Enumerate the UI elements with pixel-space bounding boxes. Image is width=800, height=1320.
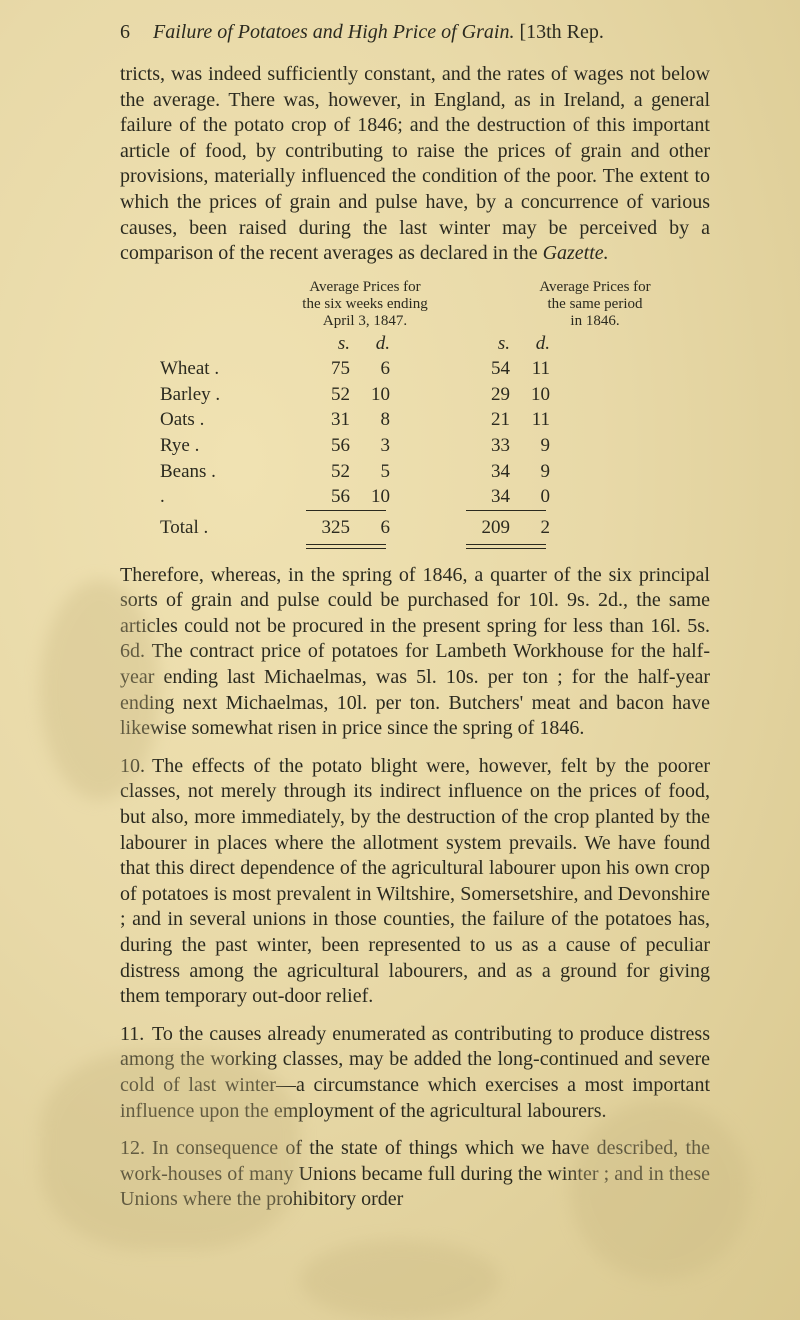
cell-shillings: 34 (460, 484, 510, 510)
paragraph-text: tricts, was indeed sufficiently constant… (120, 63, 710, 264)
table-row-label: Rye . (120, 433, 300, 459)
cell-shillings: 52 (300, 459, 350, 485)
paper-stain (570, 1100, 750, 1280)
cell-shillings: 75 (300, 356, 350, 382)
table-header-gap (450, 279, 510, 331)
sd-s: s. (300, 331, 350, 357)
table-header-line: Average Prices for (510, 279, 680, 296)
cell-pence: 5 (350, 459, 400, 485)
price-table: Average Prices for the six weeks ending … (120, 279, 710, 549)
table-row-label: Wheat . (120, 356, 300, 382)
cell-shillings: 325 (300, 515, 350, 541)
cell-shillings: 52 (300, 382, 350, 408)
cell-shillings: 34 (460, 459, 510, 485)
cell-shillings: 56 (300, 484, 350, 510)
table-row: Rye .563339 (120, 433, 710, 459)
table-header-row: Average Prices for the six weeks ending … (120, 279, 710, 331)
cell-pence: 10 (510, 382, 560, 408)
cell-pence: 2 (510, 515, 560, 541)
cell-shillings: 33 (460, 433, 510, 459)
table-header-line: in 1846. (510, 313, 680, 330)
table-header-left: Average Prices for the six weeks ending … (280, 279, 450, 331)
table-header-spacer (120, 279, 280, 331)
cell-pence: 0 (510, 484, 560, 510)
table-row: Barley .52102910 (120, 382, 710, 408)
table-sd-row: s. d. s. d. (120, 331, 710, 357)
running-header: 6 Failure of Potatoes and High Price of … (120, 20, 710, 44)
paper-stain (40, 1050, 300, 1250)
table-total-row: Total . 325 6 209 2 (120, 515, 710, 541)
paragraph-10: 10.The effects of the potato blight were… (120, 754, 710, 1010)
table-row: Wheat .756 5411 (120, 356, 710, 382)
table-header-line: April 3, 1847. (280, 313, 450, 330)
paper-stain (40, 580, 160, 800)
sd-s: s. (460, 331, 510, 357)
table-row-label: . (120, 484, 300, 510)
cell-pence: 6 (350, 515, 400, 541)
gazette-italic: Gazette. (543, 242, 609, 264)
paragraph-therefore: Therefore, whereas, in the spring of 184… (120, 563, 710, 742)
cell-pence: 10 (350, 484, 400, 510)
cell-shillings: 31 (300, 407, 350, 433)
table-row-label: Barley . (120, 382, 300, 408)
table-double-rule (306, 544, 386, 549)
table-row: Oats .318 2111 (120, 407, 710, 433)
paragraph-intro: tricts, was indeed sufficiently constant… (120, 62, 710, 267)
table-rule-row (120, 541, 710, 549)
cell-shillings: 29 (460, 382, 510, 408)
table-header-right: Average Prices for the same period in 18… (510, 279, 680, 331)
cell-pence: 9 (510, 433, 560, 459)
page-number: 6 (120, 20, 148, 44)
table-double-rule (466, 544, 546, 549)
table-row-label: Total . (120, 515, 300, 541)
table-row-label: Beans . (120, 459, 300, 485)
paragraph-text: The effects of the potato blight were, h… (120, 755, 710, 1007)
cell-pence: 8 (350, 407, 400, 433)
paragraph-number: 11. (120, 1022, 152, 1048)
report-label: [13th Rep. (519, 21, 603, 43)
table-body: Wheat .7565411Barley .52102910Oats .3182… (120, 356, 710, 510)
page: 6 Failure of Potatoes and High Price of … (0, 0, 800, 1320)
cell-pence: 10 (350, 382, 400, 408)
cell-shillings: 21 (460, 407, 510, 433)
table-row: .5610 340 (120, 484, 710, 510)
cell-shillings: 56 (300, 433, 350, 459)
table-row-label: Oats . (120, 407, 300, 433)
cell-shillings: 54 (460, 356, 510, 382)
sd-d: d. (510, 331, 560, 357)
cell-pence: 6 (350, 356, 400, 382)
table-row: Beans .525 349 (120, 459, 710, 485)
table-header-line: the six weeks ending (280, 296, 450, 313)
cell-pence: 11 (510, 356, 560, 382)
table-header-line: Average Prices for (280, 279, 450, 296)
cell-pence: 9 (510, 459, 560, 485)
running-head-title: Failure of Potatoes and High Price of Gr… (153, 21, 514, 43)
sd-d: d. (350, 331, 400, 357)
cell-shillings: 209 (460, 515, 510, 541)
cell-pence: 3 (350, 433, 400, 459)
paper-stain (300, 1240, 500, 1320)
table-header-line: the same period (510, 296, 680, 313)
cell-pence: 11 (510, 407, 560, 433)
